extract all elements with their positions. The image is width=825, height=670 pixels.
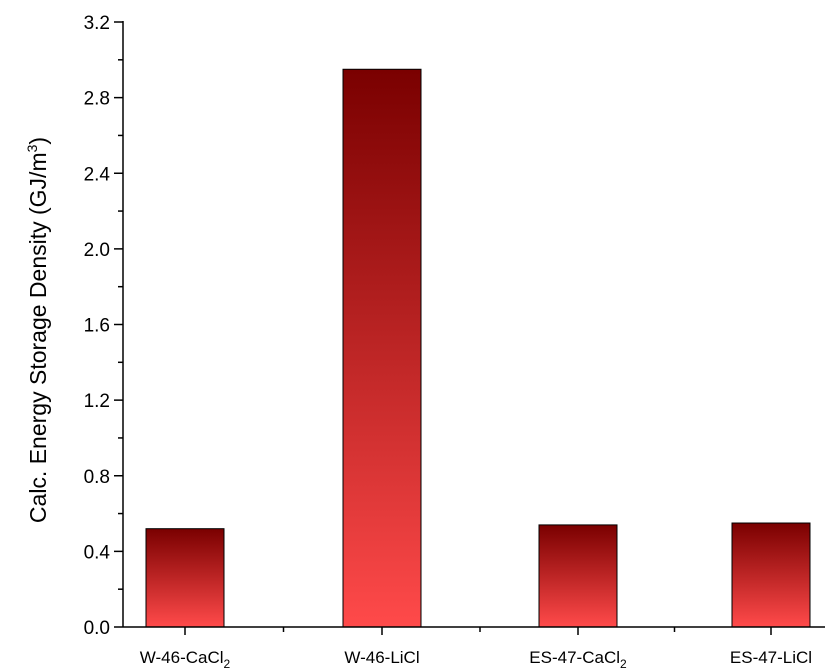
bar-w-46-licl xyxy=(342,68,422,628)
axes-layer xyxy=(114,21,825,635)
bars-layer xyxy=(145,68,811,628)
y-tick-label: 0.0 xyxy=(84,618,110,639)
y-axis-title: Calc. Energy Storage Density (GJ/m3) xyxy=(24,137,51,523)
y-tick-label: 0.8 xyxy=(84,467,110,488)
y-tick-label: 3.2 xyxy=(84,13,110,34)
y-tick-label: 1.6 xyxy=(84,316,110,337)
y-tick-label: 2.0 xyxy=(84,240,110,261)
x-tick-label: W-46-LiCl xyxy=(344,648,419,667)
x-tick-label: ES-47-CaCl2 xyxy=(529,648,627,670)
bar-w-46-cacl2 xyxy=(145,528,225,628)
y-tick-label: 1.2 xyxy=(84,391,110,412)
x-tick-label: W-46-CaCl2 xyxy=(140,648,231,670)
bar-es-47-licl xyxy=(731,522,811,628)
labels-layer: 0.0 0.4 0.8 1.2 1.6 2.0 2.4 2.8 3.2 W-46-CaCl2 W-4… xyxy=(24,13,812,670)
y-tick-label: 0.4 xyxy=(84,542,111,563)
x-tick-label: ES-47-LiCl xyxy=(730,648,812,667)
y-tick-label: 2.8 xyxy=(84,89,110,110)
y-tick-label: 2.4 xyxy=(84,164,111,185)
bar-es-47-cacl2 xyxy=(538,524,618,628)
